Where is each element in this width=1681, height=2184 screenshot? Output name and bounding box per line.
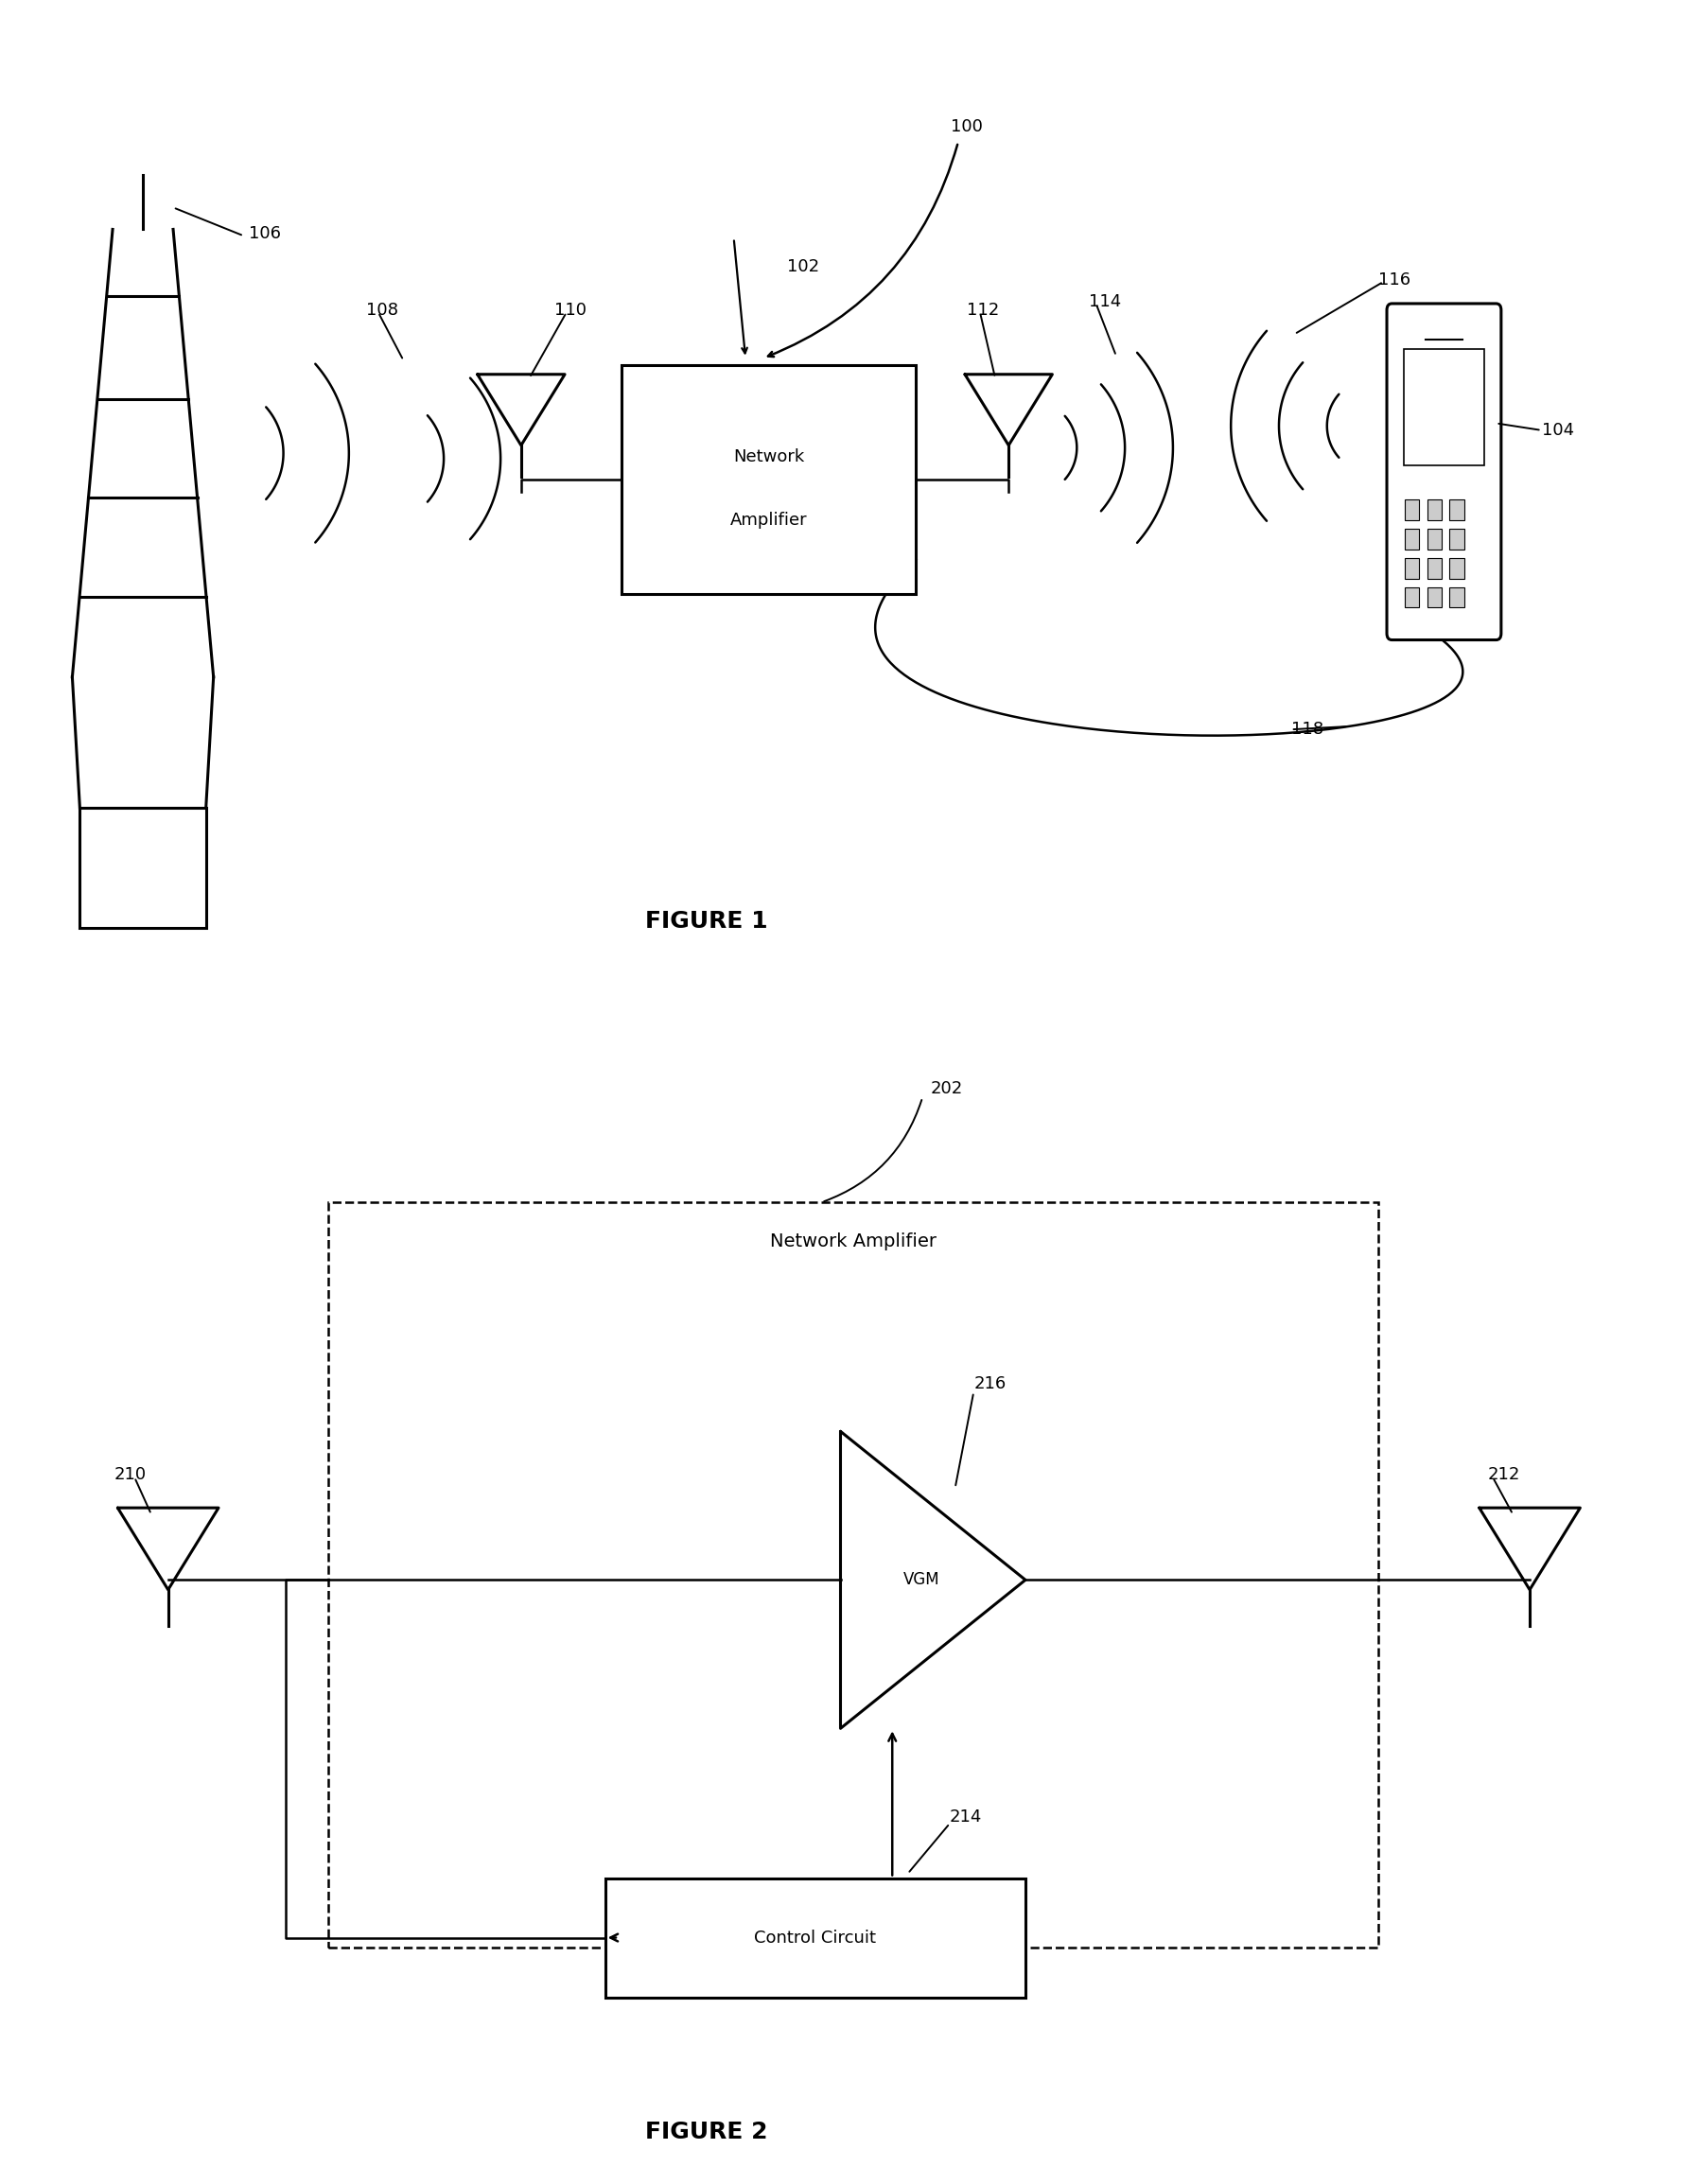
Text: 212: 212 bbox=[1488, 1468, 1520, 1483]
Bar bbox=[1449, 529, 1464, 550]
Bar bbox=[622, 365, 916, 594]
Text: 214: 214 bbox=[950, 1808, 982, 1826]
Text: 108: 108 bbox=[366, 301, 398, 319]
Text: Control Circuit: Control Circuit bbox=[755, 1928, 876, 1946]
Bar bbox=[328, 1201, 1378, 1948]
Text: 114: 114 bbox=[1089, 293, 1121, 310]
Bar bbox=[1449, 500, 1464, 520]
Text: 216: 216 bbox=[973, 1376, 1005, 1391]
Bar bbox=[1404, 349, 1484, 465]
Bar bbox=[1404, 587, 1419, 607]
Text: 106: 106 bbox=[249, 225, 281, 242]
Text: 116: 116 bbox=[1378, 271, 1410, 288]
Bar bbox=[1427, 500, 1442, 520]
Text: 112: 112 bbox=[967, 301, 999, 319]
Text: 104: 104 bbox=[1541, 422, 1573, 439]
Bar bbox=[1404, 500, 1419, 520]
Text: 210: 210 bbox=[114, 1468, 146, 1483]
Text: 110: 110 bbox=[555, 301, 587, 319]
FancyBboxPatch shape bbox=[1387, 304, 1501, 640]
Text: FIGURE 2: FIGURE 2 bbox=[646, 2121, 767, 2143]
Bar bbox=[81, 808, 207, 928]
Bar bbox=[1427, 529, 1442, 550]
Bar bbox=[605, 1878, 1025, 1996]
Bar bbox=[1427, 559, 1442, 579]
Bar bbox=[1404, 559, 1419, 579]
Text: 202: 202 bbox=[931, 1081, 963, 1096]
Bar bbox=[1404, 529, 1419, 550]
Text: VGM: VGM bbox=[904, 1572, 940, 1588]
Bar bbox=[1449, 587, 1464, 607]
Text: 102: 102 bbox=[787, 258, 820, 275]
Text: FIGURE 1: FIGURE 1 bbox=[646, 911, 767, 933]
Text: Network Amplifier: Network Amplifier bbox=[770, 1232, 936, 1251]
Bar bbox=[1449, 559, 1464, 579]
Text: Amplifier: Amplifier bbox=[731, 513, 807, 529]
Text: Network: Network bbox=[733, 448, 805, 465]
Text: 100: 100 bbox=[950, 118, 983, 135]
Bar bbox=[1427, 587, 1442, 607]
Text: 118: 118 bbox=[1291, 721, 1323, 738]
